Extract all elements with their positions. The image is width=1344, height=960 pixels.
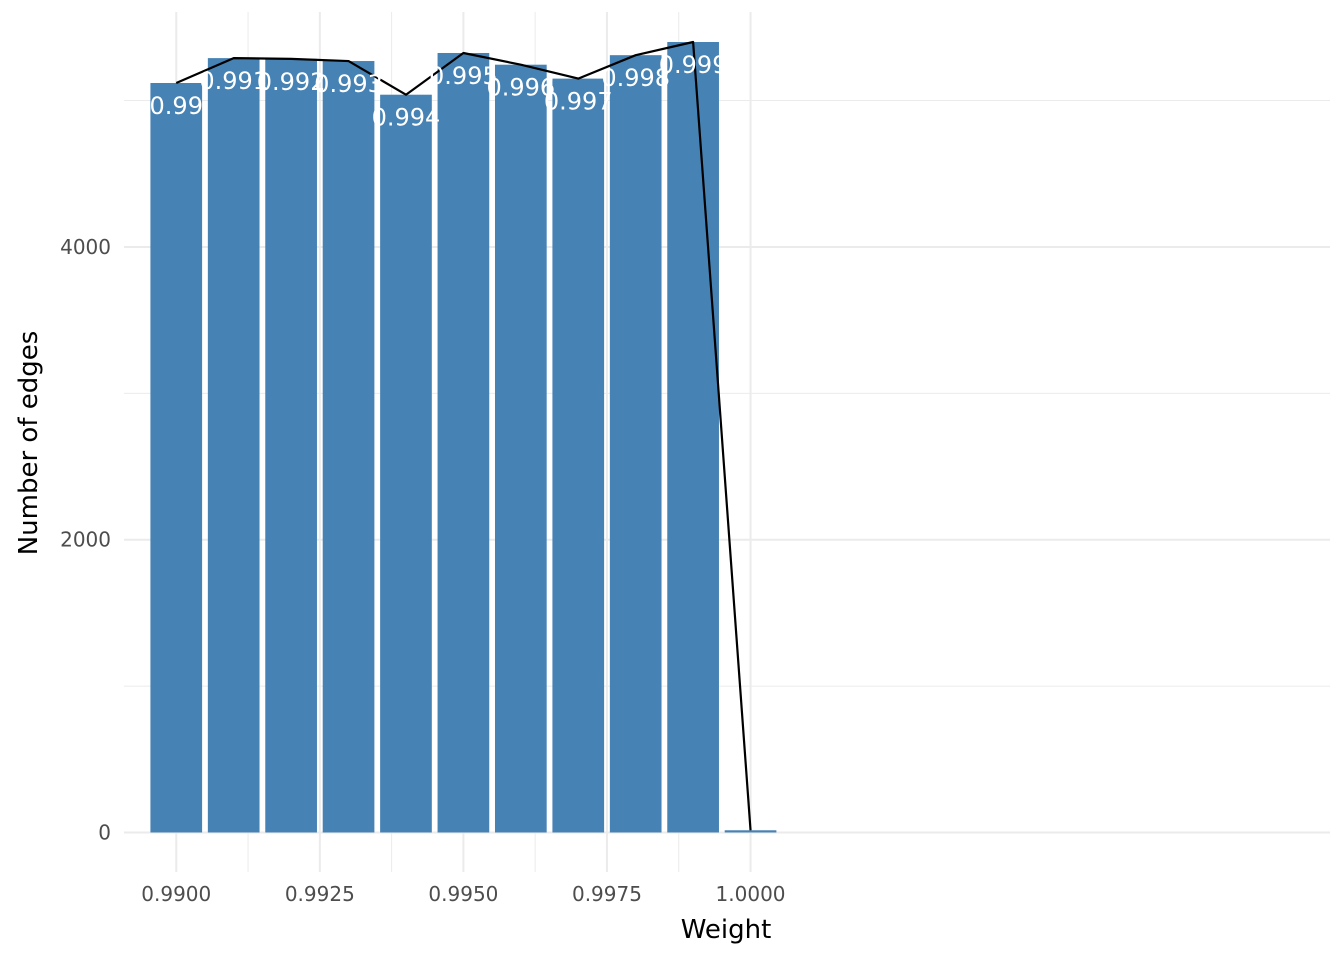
bar-label: 0.996	[486, 74, 555, 102]
x-tick-label: 0.9900	[141, 882, 211, 906]
y-tick-label: 0	[98, 820, 111, 844]
axes: 0.9900 0.9925 0.9950 0.9975 1.0000 0 2000 4000	[60, 235, 785, 906]
bar	[265, 58, 317, 833]
bar	[380, 94, 432, 833]
bar	[494, 64, 547, 833]
bar	[724, 830, 777, 833]
x-tick-label: 0.9975	[572, 882, 642, 906]
bar-label: 0.993	[314, 70, 383, 98]
y-axis-title: Number of edges	[14, 331, 44, 556]
trend-line	[175, 40, 752, 831]
bar-label: 0.998	[601, 64, 670, 92]
bar-label: 0.991	[199, 67, 268, 95]
bar-labels: 0.990.9910.9920.9930.9940.9950.9960.9970…	[150, 51, 728, 132]
bar-label: 0.99	[150, 92, 203, 120]
bar-label: 0.994	[372, 104, 441, 132]
x-tick-label: 1.0000	[716, 882, 786, 906]
x-tick-label: 0.9950	[428, 882, 498, 906]
bar	[207, 58, 260, 833]
bar	[437, 52, 490, 833]
bar-label: 0.995	[429, 62, 498, 90]
bars	[150, 42, 777, 833]
bar	[322, 61, 375, 833]
trend-line-layer	[175, 40, 752, 831]
y-tick-label: 4000	[60, 235, 111, 259]
x-tick-label: 0.9925	[285, 882, 355, 906]
bar	[609, 55, 662, 833]
x-axis-title: Weight	[681, 915, 772, 945]
bar-label: 0.997	[544, 88, 613, 116]
bar-label: 0.992	[257, 68, 326, 96]
bar	[552, 78, 605, 833]
bar	[667, 42, 719, 833]
y-tick-label: 2000	[60, 528, 111, 552]
bar-label: 0.999	[659, 51, 728, 79]
bar	[150, 82, 203, 833]
